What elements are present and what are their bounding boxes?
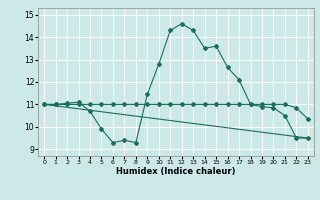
X-axis label: Humidex (Indice chaleur): Humidex (Indice chaleur) bbox=[116, 167, 236, 176]
